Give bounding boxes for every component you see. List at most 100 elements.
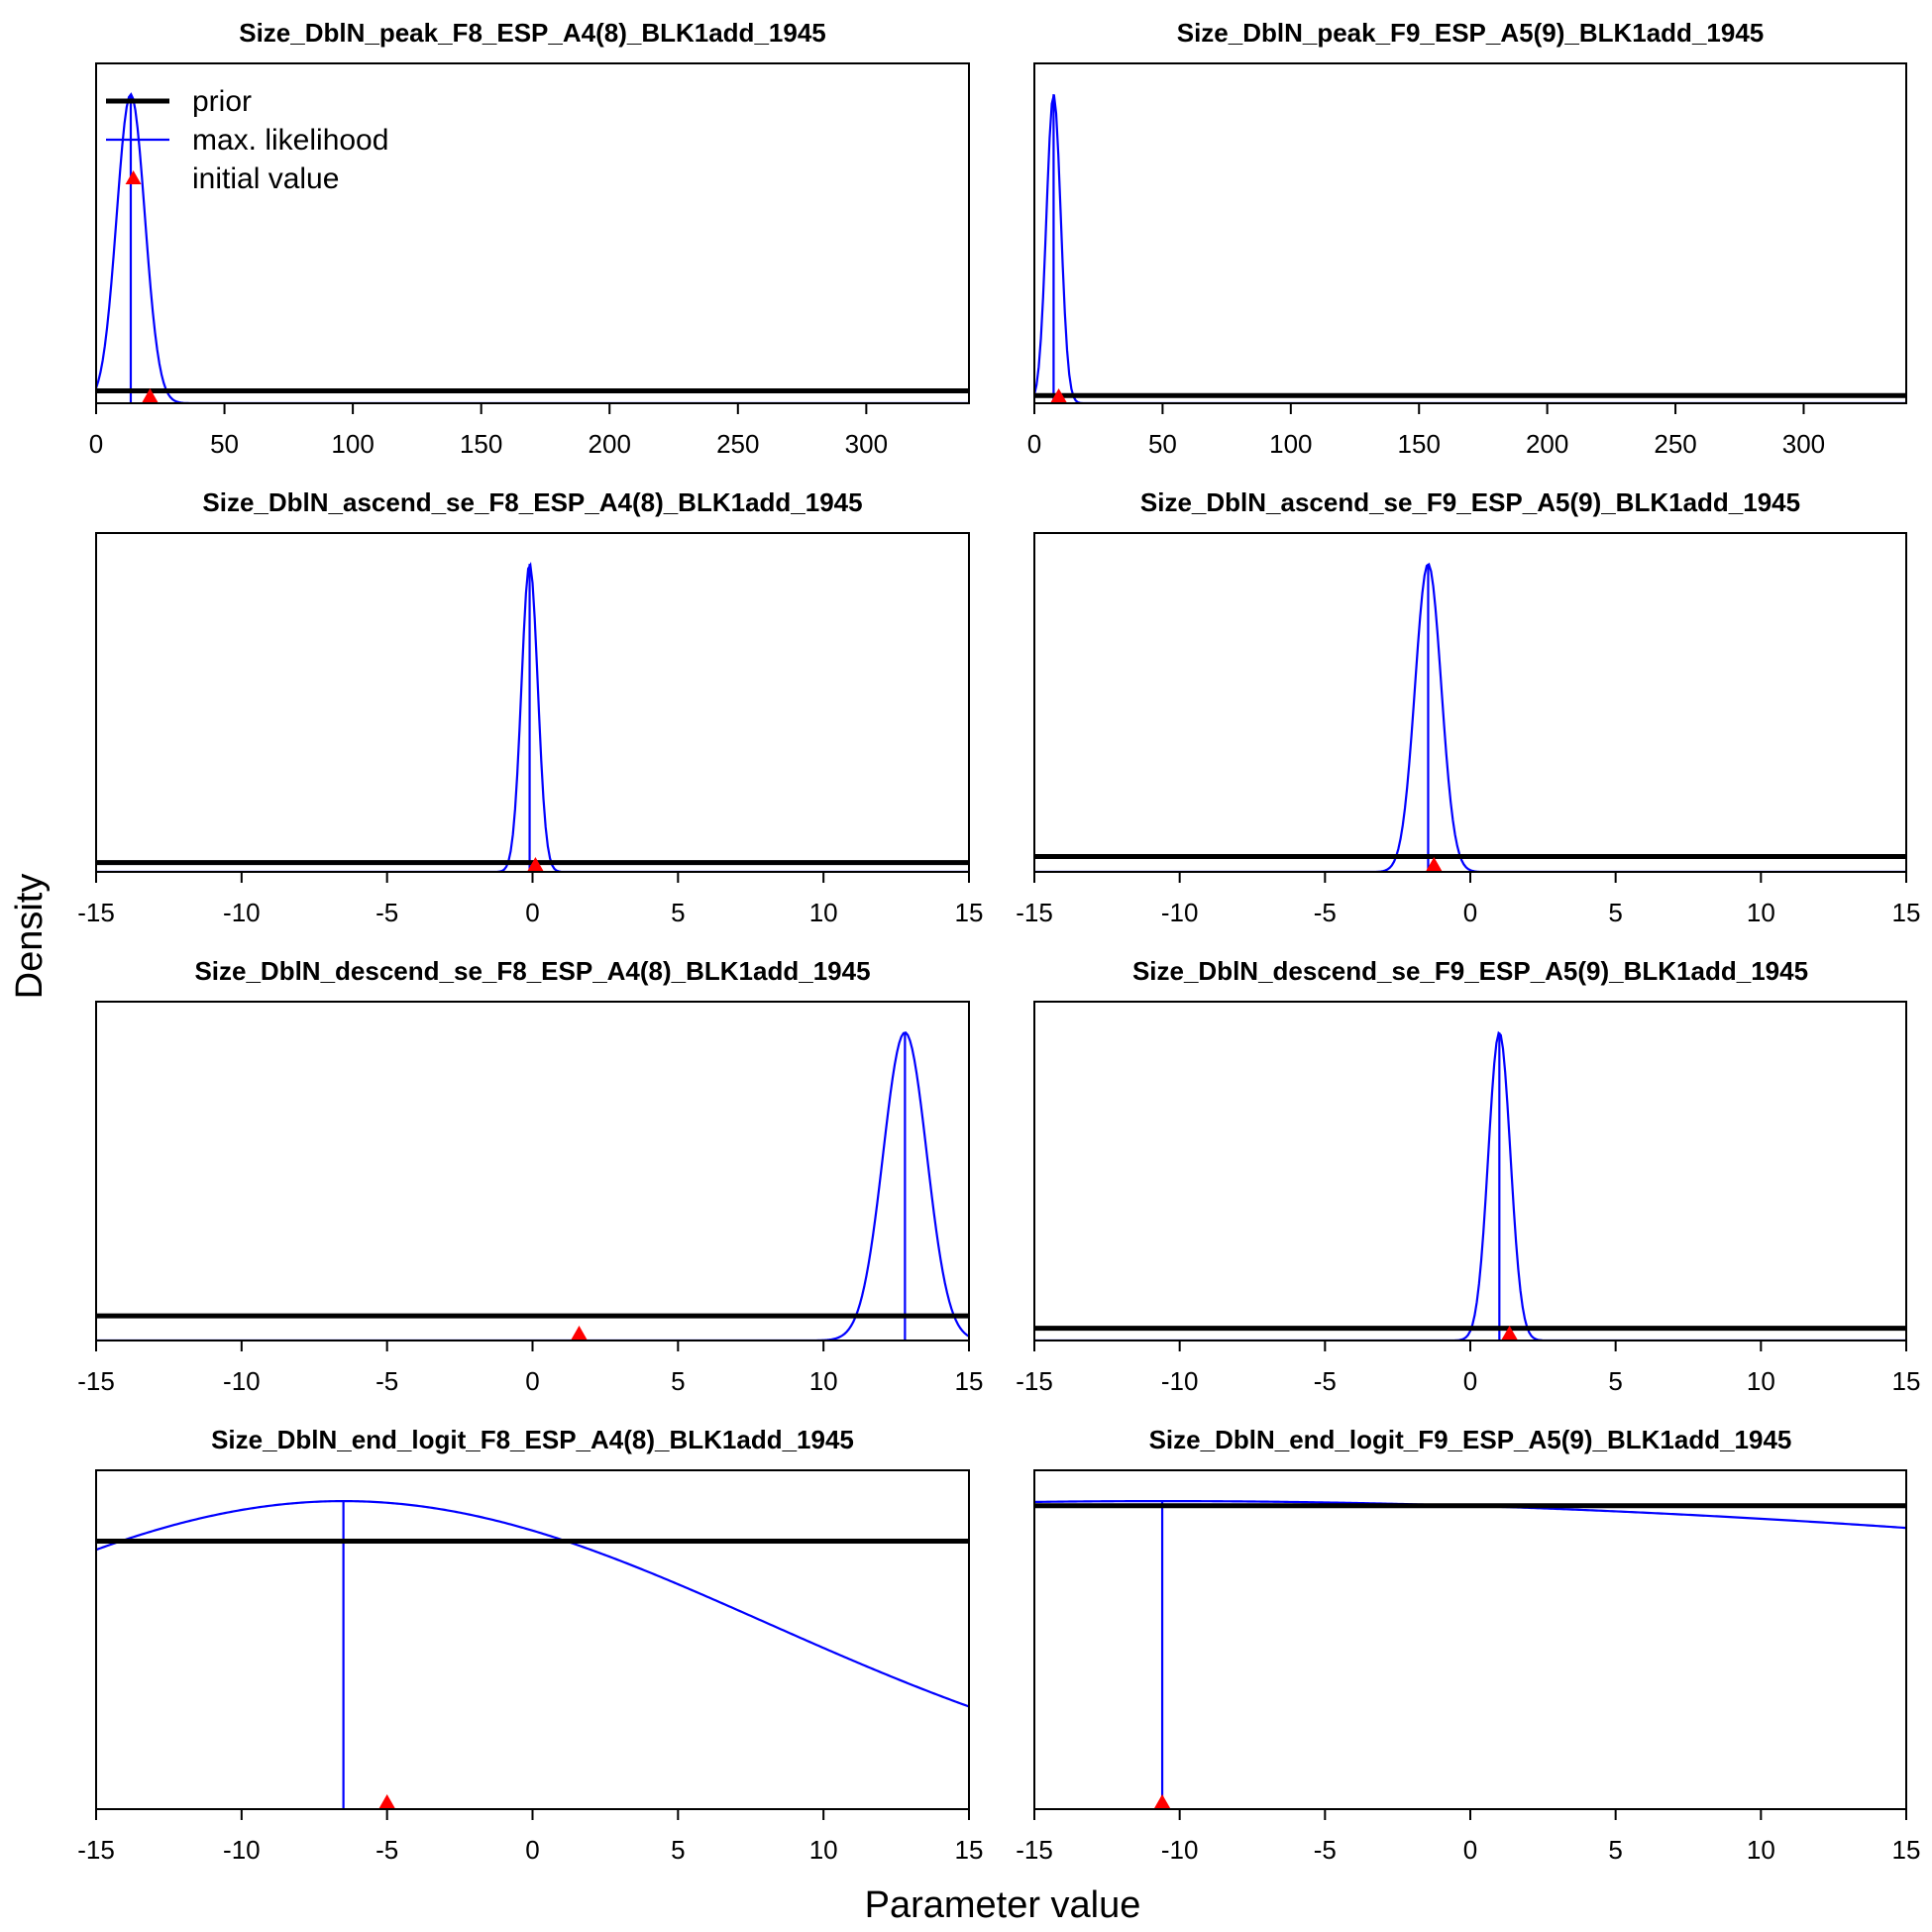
x-tick-label: 15: [955, 1835, 984, 1865]
plot-area: [96, 92, 969, 403]
x-tick-label: -5: [376, 898, 398, 927]
panel-5: Size_DblN_descend_se_F8_ESP_A4(8)_BLK1ad…: [77, 956, 983, 1396]
likelihood-curve: [1034, 94, 1906, 403]
x-tick-label: 0: [89, 429, 103, 459]
initial-value-marker: [527, 857, 544, 871]
x-tick-label: 5: [1608, 1366, 1622, 1396]
x-tick-label: -5: [1314, 1835, 1337, 1865]
panel-frame: [95, 1001, 970, 1342]
likelihood-curve: [1034, 1030, 1906, 1341]
x-tick-label: 15: [955, 898, 984, 927]
panel-3: Size_DblN_ascend_se_F8_ESP_A4(8)_BLK1add…: [77, 487, 983, 927]
plot-area: [1034, 1030, 1906, 1341]
panel-7: Size_DblN_end_logit_F8_ESP_A4(8)_BLK1add…: [77, 1425, 983, 1865]
x-tick-label: -10: [223, 898, 261, 927]
x-tick-label: 0: [525, 1366, 539, 1396]
x-tick-label: 300: [1782, 429, 1825, 459]
x-tick-label: 200: [589, 429, 631, 459]
x-tick-label: -10: [223, 1366, 261, 1396]
x-tick-label: 0: [525, 1835, 539, 1865]
likelihood-curve: [96, 1499, 969, 1708]
x-tick-label: 10: [809, 1366, 838, 1396]
x-tick-label: 15: [1892, 1835, 1921, 1865]
plot-area: [96, 1031, 969, 1341]
x-tick-label: -10: [1161, 898, 1199, 927]
panel-title: Size_DblN_ascend_se_F8_ESP_A4(8)_BLK1add…: [202, 487, 862, 517]
x-tick-label: -10: [1161, 1366, 1199, 1396]
initial-value-marker: [1050, 388, 1067, 402]
legend-label: prior: [192, 85, 252, 118]
x-tick-label: -5: [1314, 1366, 1337, 1396]
panel-frame: [1033, 1001, 1907, 1342]
x-tick-label: -10: [1161, 1835, 1199, 1865]
panel-8: Size_DblN_end_logit_F9_ESP_A5(9)_BLK1add…: [1016, 1425, 1920, 1865]
x-tick-label: 5: [671, 1366, 685, 1396]
x-tick-label: 150: [1398, 429, 1441, 459]
initial-value-marker: [1154, 1794, 1171, 1808]
x-tick-label: -10: [223, 1835, 261, 1865]
initial-value-marker: [571, 1326, 588, 1340]
panel-title: Size_DblN_peak_F9_ESP_A5(9)_BLK1add_1945: [1177, 18, 1765, 48]
panel-6: Size_DblN_descend_se_F9_ESP_A5(9)_BLK1ad…: [1016, 956, 1920, 1396]
panel-frame: [1033, 532, 1907, 873]
y-axis-title: Density: [9, 874, 51, 1000]
x-tick-label: 0: [1027, 429, 1041, 459]
panel-frame: [1033, 1469, 1907, 1810]
x-tick-label: 5: [671, 898, 685, 927]
legend-label: max. likelihood: [192, 124, 388, 157]
panel-1: Size_DblN_peak_F8_ESP_A4(8)_BLK1add_1945…: [89, 18, 970, 459]
likelihood-curve: [96, 562, 969, 872]
x-tick-label: 200: [1526, 429, 1568, 459]
x-tick-label: 10: [1747, 1835, 1775, 1865]
x-tick-label: 15: [1892, 1366, 1921, 1396]
x-tick-label: -15: [77, 1835, 115, 1865]
x-tick-label: -15: [1016, 898, 1053, 927]
x-tick-label: 50: [1148, 429, 1177, 459]
x-tick-label: -15: [1016, 1835, 1053, 1865]
x-tick-label: 15: [955, 1366, 984, 1396]
x-tick-label: -15: [77, 1366, 115, 1396]
x-axis-title: Parameter value: [865, 1884, 1141, 1926]
x-tick-label: 10: [1747, 1366, 1775, 1396]
panel-frame: [95, 62, 970, 404]
x-tick-label: 0: [1463, 1835, 1477, 1865]
x-tick-label: 10: [809, 1835, 838, 1865]
legend-swatch-initial: [125, 170, 142, 184]
x-tick-label: 250: [716, 429, 759, 459]
panel-title: Size_DblN_ascend_se_F9_ESP_A5(9)_BLK1add…: [1140, 487, 1800, 517]
initial-value-marker: [142, 388, 159, 402]
plot-area: [96, 1499, 969, 1809]
panel-frame: [95, 1469, 970, 1810]
x-tick-label: 100: [1269, 429, 1312, 459]
x-tick-label: -5: [376, 1835, 398, 1865]
x-tick-label: 50: [210, 429, 239, 459]
x-tick-label: 0: [1463, 1366, 1477, 1396]
x-tick-label: -5: [376, 1366, 398, 1396]
x-tick-label: 10: [809, 898, 838, 927]
x-tick-label: 100: [331, 429, 374, 459]
initial-value-marker: [1426, 857, 1443, 871]
panel-title: Size_DblN_descend_se_F8_ESP_A4(8)_BLK1ad…: [194, 956, 870, 986]
likelihood-curve: [1034, 562, 1906, 872]
initial-value-marker: [1501, 1326, 1518, 1340]
x-tick-label: 15: [1892, 898, 1921, 927]
x-tick-label: 0: [525, 898, 539, 927]
likelihood-curve: [96, 1031, 969, 1341]
panel-frame: [1033, 62, 1907, 404]
plot-area: [1034, 562, 1906, 872]
panel-4: Size_DblN_ascend_se_F9_ESP_A5(9)_BLK1add…: [1016, 487, 1920, 927]
x-tick-label: 5: [1608, 1835, 1622, 1865]
x-tick-label: 5: [1608, 898, 1622, 927]
plot-area: [1034, 94, 1906, 403]
x-tick-label: 150: [460, 429, 502, 459]
x-tick-label: -15: [1016, 1366, 1053, 1396]
plot-area: [1034, 1499, 1906, 1809]
panel-2: Size_DblN_peak_F9_ESP_A5(9)_BLK1add_1945…: [1027, 18, 1907, 459]
x-tick-label: 250: [1654, 429, 1696, 459]
x-tick-label: 300: [845, 429, 888, 459]
panel-title: Size_DblN_peak_F8_ESP_A4(8)_BLK1add_1945: [239, 18, 826, 48]
x-tick-label: -15: [77, 898, 115, 927]
plot-area: [96, 562, 969, 872]
initial-value-marker: [378, 1794, 395, 1808]
